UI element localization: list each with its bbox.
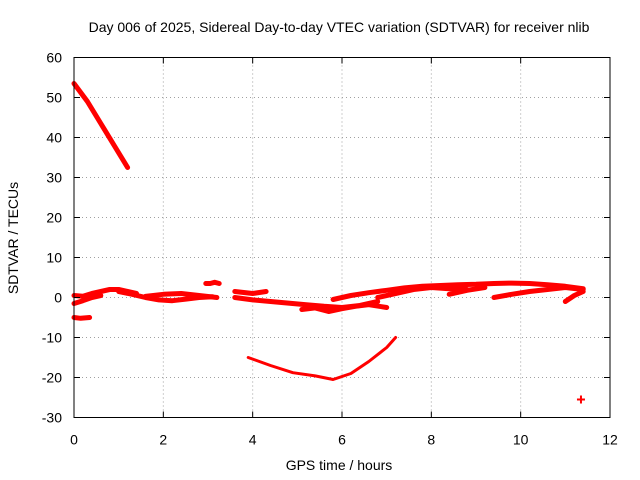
x-axis-title: GPS time / hours [286, 457, 393, 473]
y-tick-label: 60 [46, 50, 62, 66]
series-arc-4 [71, 293, 104, 306]
series-arc-7 [203, 279, 222, 286]
grid [74, 57, 610, 418]
series-arc-16 [246, 336, 398, 381]
series-arc-13 [446, 285, 488, 297]
y-tick-label: -30 [42, 410, 62, 426]
series-arc-1 [71, 81, 131, 170]
y-tick-label: 50 [46, 90, 62, 106]
data-point-marker [576, 395, 585, 404]
y-tick-label: 0 [54, 290, 62, 306]
y-tick-label: 40 [46, 130, 62, 146]
series-arc-11 [330, 280, 586, 302]
y-tick-label: -10 [42, 330, 62, 346]
y-tick-label: 10 [46, 250, 62, 266]
series-arc-12 [375, 285, 470, 300]
series-arc-2 [71, 315, 93, 321]
x-tick-label: 8 [427, 432, 435, 448]
series-arc-5 [116, 289, 215, 304]
y-tick-labels: -30 -20 -10 0 10 20 30 40 50 60 [42, 50, 62, 426]
x-tick-label: 6 [338, 432, 346, 448]
series-arc-15 [562, 289, 586, 304]
series-arc-6 [143, 291, 220, 300]
x-tick-label: 4 [249, 432, 257, 448]
y-tick-label: 20 [46, 210, 62, 226]
x-tick-labels: 0 2 4 6 8 10 12 [70, 432, 618, 448]
x-tick-label: 12 [602, 432, 618, 448]
axis-ticks [73, 57, 611, 418]
x-tick-label: 10 [513, 432, 529, 448]
series-arc-14 [491, 285, 586, 300]
x-tick-label: 2 [159, 432, 167, 448]
y-axis-title: SDTVAR / TECUs [5, 182, 21, 294]
series-arc-10 [299, 302, 390, 314]
y-tick-label: -20 [42, 370, 62, 386]
series-arc-9 [232, 289, 269, 296]
y-tick-label: 30 [46, 170, 62, 186]
x-tick-label: 0 [70, 432, 78, 448]
data-traces [71, 81, 586, 404]
chart-title: Day 006 of 2025, Sidereal Day-to-day VTE… [89, 19, 590, 35]
